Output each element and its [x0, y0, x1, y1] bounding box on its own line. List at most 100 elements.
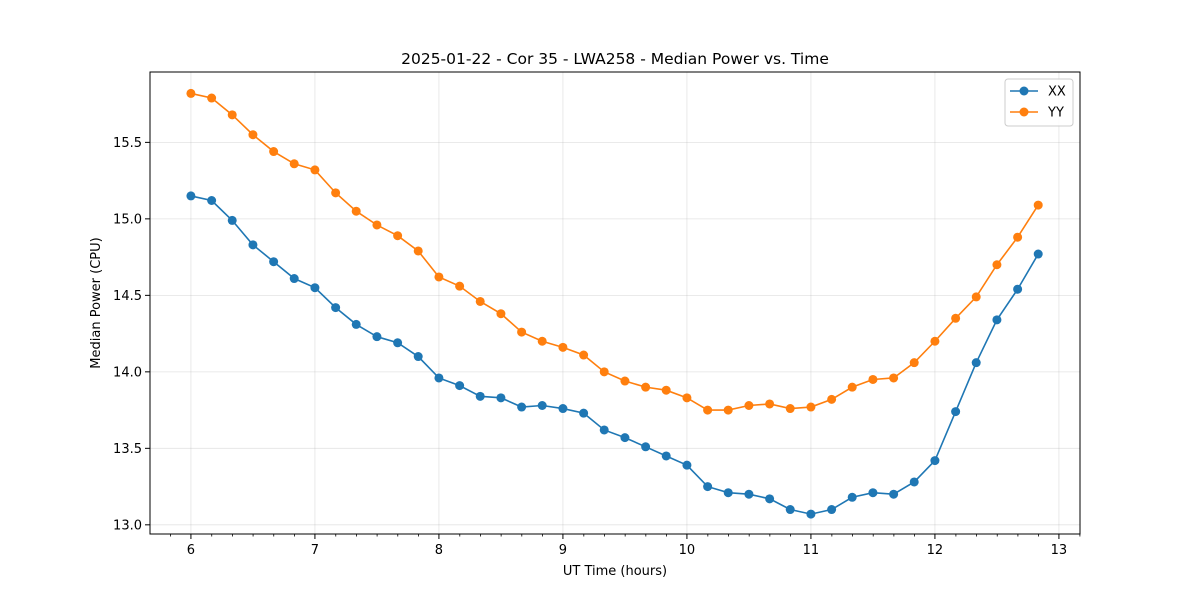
legend-entry-xx: XX — [1010, 85, 1066, 100]
data-point-yy — [661, 385, 671, 395]
data-point-xx — [868, 488, 878, 498]
data-point-yy — [248, 130, 258, 140]
data-point-yy — [951, 313, 961, 323]
chart-title: 2025-01-22 - Cor 35 - LWA258 - Median Po… — [401, 50, 829, 68]
data-point-yy — [537, 336, 547, 346]
plot-frame — [149, 71, 1081, 535]
data-point-yy — [682, 393, 692, 403]
data-point-yy — [889, 373, 899, 383]
data-point-yy — [971, 292, 981, 302]
x-tick-label: 8 — [435, 543, 443, 558]
data-point-xx — [227, 215, 237, 225]
data-point-xx — [393, 338, 403, 348]
data-point-yy — [496, 309, 506, 319]
legend-marker — [1019, 86, 1029, 96]
series-yy — [186, 88, 1043, 415]
data-point-xx — [351, 319, 361, 329]
data-point-xx — [517, 402, 527, 412]
legend-marker — [1019, 107, 1029, 117]
data-point-xx — [310, 283, 320, 293]
x-tick-label: 11 — [803, 543, 820, 558]
data-point-xx — [806, 509, 816, 519]
data-point-xx — [599, 425, 609, 435]
legend-label: XX — [1048, 85, 1066, 100]
data-point-yy — [186, 88, 196, 98]
data-point-yy — [475, 296, 485, 306]
data-point-yy — [331, 188, 341, 198]
data-point-yy — [1033, 200, 1043, 210]
data-point-yy — [558, 342, 568, 352]
data-point-xx — [930, 456, 940, 466]
data-point-xx — [434, 373, 444, 383]
legend-entry-yy: YY — [1010, 106, 1064, 121]
data-point-xx — [992, 315, 1002, 325]
data-point-xx — [827, 505, 837, 515]
data-point-yy — [744, 400, 754, 410]
x-tick-label: 7 — [311, 543, 319, 558]
data-point-xx — [765, 494, 775, 504]
data-point-xx — [331, 303, 341, 313]
legend: XX YY — [1004, 78, 1074, 127]
data-point-yy — [393, 231, 403, 241]
data-point-xx — [744, 489, 754, 499]
legend-entries: XX YY — [1010, 85, 1066, 121]
data-point-yy — [310, 165, 320, 175]
data-point-xx — [413, 352, 423, 362]
data-point-yy — [372, 220, 382, 230]
data-point-yy — [765, 399, 775, 409]
data-point-yy — [868, 374, 878, 384]
data-point-xx — [641, 442, 651, 452]
data-point-xx — [723, 488, 733, 498]
data-point-xx — [289, 274, 299, 284]
data-point-yy — [269, 147, 279, 157]
data-point-yy — [806, 402, 816, 412]
data-point-yy — [785, 404, 795, 414]
data-point-xx — [785, 505, 795, 515]
data-point-xx — [248, 240, 258, 250]
data-point-yy — [207, 93, 217, 103]
data-point-yy — [455, 281, 465, 291]
data-point-xx — [455, 381, 465, 391]
x-tick-label: 12 — [927, 543, 944, 558]
x-tick-label: 6 — [187, 543, 195, 558]
x-tick-label: 9 — [559, 543, 567, 558]
data-point-xx — [971, 358, 981, 368]
y-axis-label: Median Power (CPU) — [89, 237, 104, 368]
data-point-xx — [496, 393, 506, 403]
data-point-yy — [847, 382, 857, 392]
data-point-yy — [599, 367, 609, 377]
data-point-xx — [703, 482, 713, 492]
data-point-xx — [372, 332, 382, 342]
data-point-yy — [517, 327, 527, 337]
data-point-yy — [909, 358, 919, 368]
data-point-xx — [847, 492, 857, 502]
data-point-yy — [641, 382, 651, 392]
data-point-yy — [703, 405, 713, 415]
data-point-xx — [186, 191, 196, 201]
data-point-xx — [951, 407, 961, 417]
data-point-xx — [475, 391, 485, 401]
data-point-yy — [579, 350, 589, 360]
data-point-xx — [558, 404, 568, 414]
y-tick-label: 13.0 — [113, 518, 142, 533]
data-point-yy — [413, 246, 423, 256]
y-tick-label: 14.0 — [113, 365, 142, 380]
x-tick-label: 13 — [1051, 543, 1068, 558]
y-axis: 13.0 13.5 14.0 14.5 15.0 15.5 — [113, 136, 150, 533]
y-tick-label: 14.5 — [113, 289, 142, 304]
data-point-yy — [289, 159, 299, 169]
data-point-yy — [620, 376, 630, 386]
series-xx — [186, 191, 1043, 519]
y-tick-label: 15.5 — [113, 136, 142, 151]
data-point-xx — [909, 477, 919, 487]
data-point-xx — [1013, 284, 1023, 294]
y-tick-label: 13.5 — [113, 442, 142, 457]
x-axis-label: UT Time (hours) — [563, 564, 667, 579]
legend-label: YY — [1047, 106, 1064, 121]
x-axis: 6 7 8 9 10 11 12 13 — [169, 534, 1081, 558]
series-layer — [186, 88, 1043, 519]
data-point-yy — [434, 272, 444, 282]
y-tick-label: 15.0 — [113, 212, 142, 227]
data-point-xx — [579, 408, 589, 418]
